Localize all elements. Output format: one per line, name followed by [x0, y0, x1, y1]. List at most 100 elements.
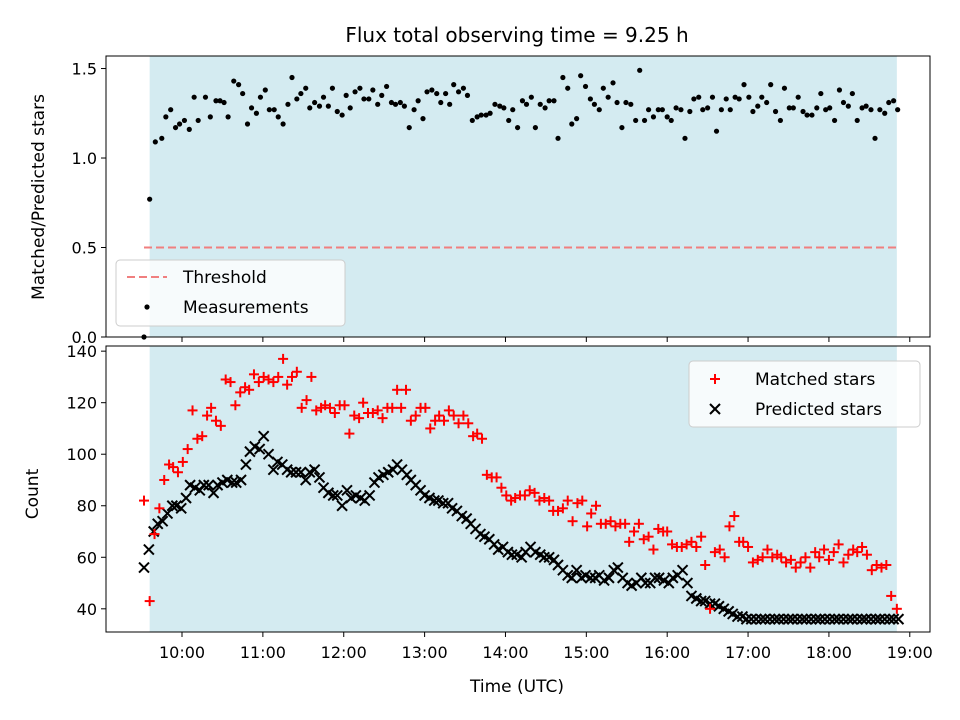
measurement-point — [823, 107, 829, 113]
legend-measurements-label: Measurements — [183, 298, 309, 318]
measurement-point — [800, 108, 806, 115]
bottom-panel-frame — [105, 345, 931, 633]
y-tick-label: 120 — [66, 394, 97, 413]
measurement-point — [424, 89, 430, 95]
predicted-point — [437, 497, 449, 509]
predicted-point — [745, 613, 757, 625]
matched-point — [562, 495, 573, 506]
measurement-point — [859, 105, 865, 111]
matched-point — [496, 482, 507, 493]
measurement-point — [849, 90, 855, 97]
y-tick-label: 140 — [66, 342, 97, 361]
measurement-point — [650, 114, 657, 120]
measurement-point — [691, 96, 697, 102]
measurement-point — [560, 74, 566, 81]
matched-point — [620, 518, 631, 529]
matched-point — [215, 420, 226, 431]
measurement-point — [723, 96, 729, 102]
measurement-point — [537, 101, 543, 107]
measurement-point — [181, 117, 188, 124]
measurement-point — [487, 110, 493, 116]
measurement-point — [809, 112, 815, 118]
matched-point — [296, 402, 307, 413]
measurement-point — [186, 126, 192, 132]
matched-point — [662, 526, 673, 537]
predicted-point — [207, 487, 220, 499]
x-tick-label: 15:00 — [563, 643, 609, 662]
matched-point — [691, 541, 702, 552]
predicted-point — [769, 613, 781, 625]
matched-point — [714, 544, 725, 555]
measurement-point — [814, 105, 820, 111]
measurement-point — [176, 121, 183, 127]
measurement-point — [687, 108, 693, 115]
matched-point — [643, 531, 654, 542]
matched-point — [762, 544, 773, 555]
predicted-point — [856, 613, 868, 625]
bottom-ylabel: Count — [23, 468, 43, 519]
predicted-point — [198, 479, 210, 491]
measurement-point — [637, 67, 643, 73]
matched-point — [519, 490, 530, 501]
measurement-point — [483, 112, 489, 118]
matched-point — [248, 369, 259, 380]
matched-point — [149, 529, 160, 540]
predicted-point — [764, 613, 776, 625]
legend-matched-label: Matched stars — [755, 370, 875, 390]
matched-point — [729, 511, 740, 522]
measurement-point — [510, 107, 516, 113]
measurement-point — [845, 103, 851, 109]
x-tick-label: 18:00 — [806, 643, 852, 662]
predicted-point — [824, 613, 836, 625]
measurement-point — [736, 96, 742, 102]
measurement-point — [248, 105, 255, 111]
measurement-point — [506, 117, 512, 124]
measurement-point — [320, 94, 327, 100]
top-legend: Threshold Measurements — [115, 259, 346, 327]
predicted-point — [777, 613, 790, 625]
measurement-point — [696, 94, 702, 100]
matched-point — [705, 603, 716, 614]
predicted-point — [865, 613, 877, 625]
predicted-point — [285, 466, 297, 478]
matched-point — [477, 433, 488, 444]
predicted-point — [639, 577, 652, 589]
x-tick-label: 11:00 — [240, 643, 286, 662]
matched-point — [757, 552, 768, 563]
predicted-point — [226, 476, 238, 489]
predicted-point — [300, 474, 312, 486]
matched-point — [177, 456, 188, 467]
measurement-point — [659, 107, 665, 113]
matched-point — [225, 377, 236, 388]
matched-point — [833, 539, 844, 550]
matched-point — [182, 444, 193, 455]
matched-point — [800, 552, 811, 563]
bottom-legend-frame — [688, 360, 921, 428]
predicted-point — [253, 443, 266, 455]
matched-point — [430, 415, 441, 426]
measurement-point — [804, 112, 810, 118]
measurement-point — [366, 96, 372, 102]
measurement-point — [555, 135, 561, 141]
matched-point — [463, 418, 474, 429]
predicted-point — [870, 613, 882, 625]
measurement-point — [388, 99, 395, 106]
measurement-point — [645, 107, 652, 113]
measurement-point — [746, 94, 752, 100]
predicted-point — [796, 613, 808, 625]
matched-point — [273, 371, 284, 382]
measurement-point — [854, 117, 860, 124]
matched-point — [282, 379, 293, 390]
measurement-point — [447, 101, 453, 107]
measurement-point — [891, 98, 897, 104]
matched-point — [434, 410, 445, 421]
x-axis-label: Time (UTC) — [469, 677, 564, 697]
measurement-point — [271, 107, 277, 113]
matched-point — [443, 405, 454, 416]
predicted-point — [704, 597, 716, 610]
matched-point — [392, 384, 403, 395]
measurement-point — [578, 73, 584, 79]
y-tick-label: 80 — [77, 497, 97, 516]
predicted-point — [731, 610, 744, 623]
